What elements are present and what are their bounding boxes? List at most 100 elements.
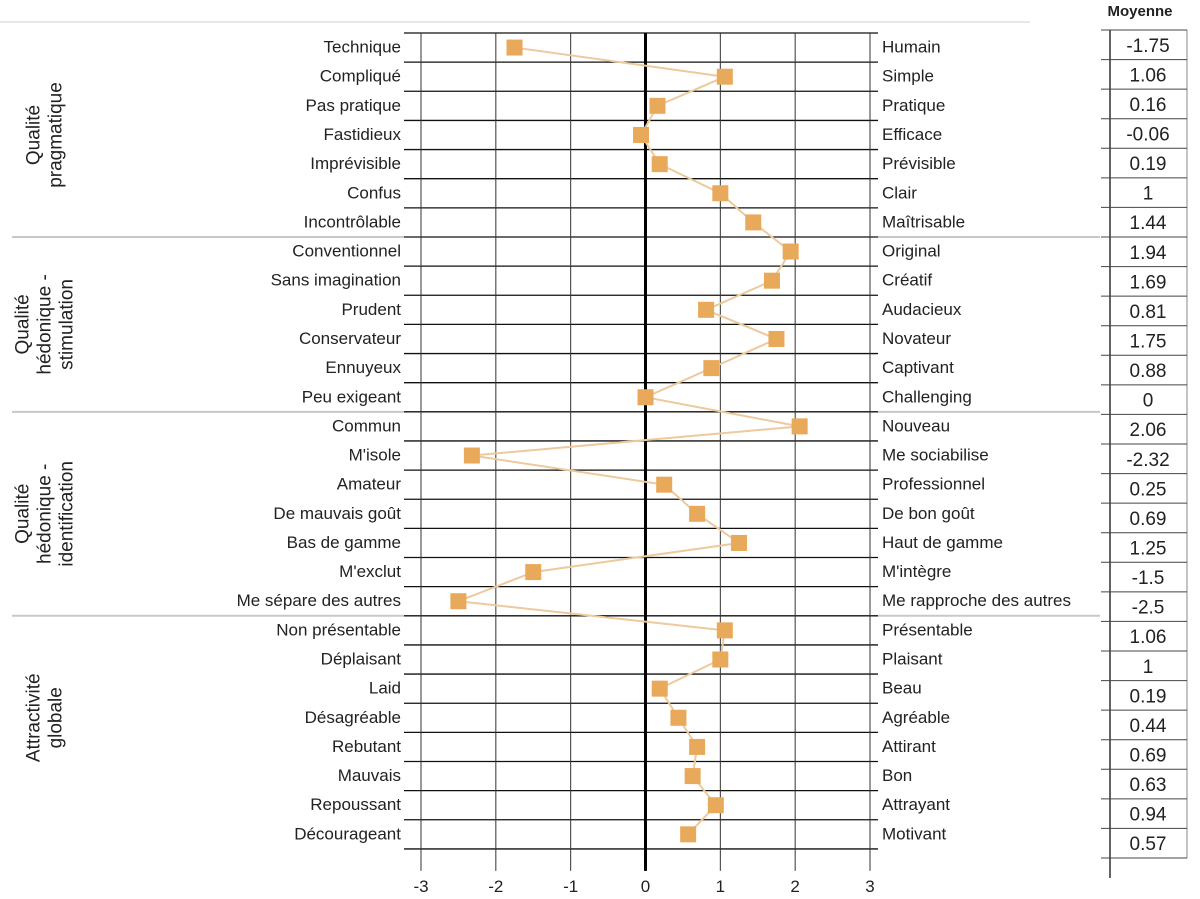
right-anchor-label: Audacieux	[882, 300, 962, 319]
group-label-line: hédonique -	[35, 464, 56, 564]
mean-value: -1.75	[1126, 36, 1169, 57]
data-point-marker	[680, 826, 697, 843]
group-label-line: globale	[46, 687, 67, 748]
left-anchor-label: Ennuyeux	[325, 358, 401, 377]
mean-value: 0.88	[1130, 361, 1167, 382]
left-anchor-label: Repoussant	[310, 795, 401, 814]
mean-value: 0.19	[1130, 686, 1167, 707]
left-anchor-label: Me sépare des autres	[237, 591, 401, 610]
left-anchor-label: M'isole	[349, 446, 401, 465]
mean-value: 0.16	[1130, 95, 1167, 116]
right-anchor-label: Attrayant	[882, 795, 950, 814]
mean-value: 1.69	[1130, 272, 1167, 293]
mean-value: 1	[1143, 184, 1154, 205]
right-anchor-label: Beau	[882, 679, 922, 698]
right-anchor-label: Maîtrisable	[882, 212, 965, 231]
data-point-marker	[731, 534, 748, 551]
left-anchor-label: Fastidieux	[324, 125, 402, 144]
right-anchor-label: Me sociabilise	[882, 446, 989, 465]
data-point-marker	[506, 39, 523, 56]
data-point-marker	[651, 680, 668, 697]
data-point-marker	[689, 505, 706, 522]
data-point-marker	[782, 243, 799, 260]
x-tick-label: 0	[641, 877, 650, 896]
left-anchor-label: Confus	[347, 183, 401, 202]
right-anchor-label: M'intègre	[882, 562, 951, 581]
group-label: Qualité hédonique - stimulation	[13, 274, 78, 374]
right-anchor-label: Original	[882, 242, 941, 261]
mean-value: 2.06	[1130, 420, 1167, 441]
right-anchor-label: Attirant	[882, 737, 936, 756]
series-polyline	[458, 46, 800, 836]
mean-value: 0.81	[1130, 302, 1167, 323]
left-anchor-label: Non présentable	[276, 620, 401, 639]
data-point-marker	[633, 126, 650, 143]
data-point-marker	[716, 68, 733, 85]
group-label-line: Attractivité	[24, 673, 45, 762]
mean-value: -2.5	[1132, 598, 1165, 619]
mean-value: 1.25	[1130, 539, 1167, 560]
left-anchor-label: Conservateur	[299, 329, 401, 348]
left-anchor-label: Pas pratique	[306, 96, 401, 115]
x-tick-label: -1	[563, 877, 578, 896]
right-anchor-label: De bon goût	[882, 504, 975, 523]
right-anchor-label: Présentable	[882, 620, 973, 639]
right-anchor-label: Motivant	[882, 824, 947, 843]
right-anchor-label: Créatif	[882, 271, 932, 290]
data-point-marker	[707, 797, 724, 814]
right-anchor-label: Pratique	[882, 96, 945, 115]
x-tick-label: 3	[865, 877, 874, 896]
row-labels: Technique Humain Compliqué Simple Pas pratiq…	[237, 38, 1071, 844]
right-anchor-label: Novateur	[882, 329, 951, 348]
data-point-marker	[463, 447, 480, 464]
left-anchor-label: Commun	[332, 416, 401, 435]
right-anchor-label: Agréable	[882, 708, 950, 727]
data-point-marker	[450, 593, 467, 610]
left-anchor-label: Imprévisible	[310, 154, 401, 173]
mean-value: 1.06	[1130, 65, 1167, 86]
data-point-marker	[670, 709, 687, 726]
left-anchor-label: Bas de gamme	[287, 533, 401, 552]
group-label-line: hédonique -	[35, 274, 56, 374]
data-point-marker	[637, 389, 654, 406]
series-markers	[450, 39, 808, 843]
right-anchor-label: Captivant	[882, 358, 954, 377]
group-label-line: Qualité	[24, 105, 45, 165]
left-anchor-label: Peu exigeant	[302, 387, 402, 406]
left-anchor-label: Prudent	[341, 300, 401, 319]
data-point-marker	[791, 418, 808, 435]
right-anchor-label: Challenging	[882, 387, 972, 406]
mean-value: 0.69	[1130, 746, 1167, 767]
data-point-marker	[656, 476, 673, 493]
data-point-marker	[768, 330, 785, 347]
group-label: Qualité pragmatique	[24, 82, 67, 188]
mean-value: 0.19	[1130, 154, 1167, 175]
data-point-marker	[651, 156, 668, 173]
left-anchor-label: Rebutant	[332, 737, 401, 756]
mean-value: -0.06	[1126, 125, 1169, 146]
grid	[12, 32, 1100, 871]
x-tick-label: 1	[716, 877, 725, 896]
group-label: Attractivité globale	[24, 673, 67, 762]
mean-value: 0.57	[1130, 834, 1167, 855]
data-point-marker	[525, 564, 542, 581]
x-tick-label: -3	[413, 877, 428, 896]
right-anchor-label: Bon	[882, 766, 912, 785]
mean-value: 0.63	[1130, 775, 1167, 796]
right-anchor-label: Efficace	[882, 125, 942, 144]
mean-column-header: Moyenne	[1107, 3, 1172, 20]
data-point-marker	[712, 651, 729, 668]
group-label-line: identification	[57, 461, 78, 567]
right-anchor-label: Haut de gamme	[882, 533, 1003, 552]
mean-value: 0.25	[1130, 479, 1167, 500]
data-point-marker	[703, 360, 720, 377]
left-anchor-label: De mauvais goût	[273, 504, 401, 523]
x-tick-label: -2	[488, 877, 503, 896]
group-label-line: pragmatique	[46, 82, 67, 188]
right-anchor-label: Humain	[882, 38, 941, 57]
mean-value: 1.06	[1130, 627, 1167, 648]
group-label-line: Qualité	[13, 484, 34, 544]
series-line	[458, 46, 800, 836]
